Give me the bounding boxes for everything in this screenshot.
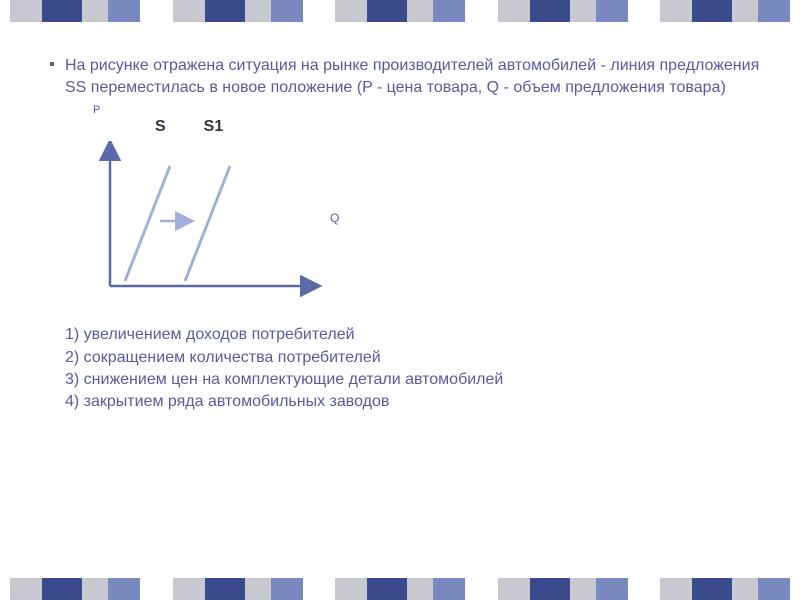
border-block	[498, 578, 628, 600]
border-block	[335, 0, 465, 22]
supply-line-s	[125, 166, 170, 281]
border-block	[173, 0, 303, 22]
top-border	[0, 0, 800, 22]
answer-option: 3) снижением цен на комплектующие детали…	[65, 369, 765, 391]
p-axis-label: P	[93, 104, 765, 116]
supply-chart: Q	[65, 141, 385, 306]
bullet-icon	[50, 62, 54, 66]
border-block	[498, 0, 628, 22]
border-block	[173, 578, 303, 600]
s-label: S	[155, 118, 166, 136]
chart-top-labels: S S1	[155, 118, 765, 136]
q-axis-label: Q	[330, 211, 339, 225]
answer-options: 1) увеличением доходов потребителей2) со…	[65, 324, 765, 414]
answer-option: 1) увеличением доходов потребителей	[65, 324, 765, 346]
border-block	[660, 0, 790, 22]
border-block	[10, 578, 140, 600]
supply-line-s1	[185, 166, 230, 281]
border-block	[10, 0, 140, 22]
main-paragraph: На рисунке отражена ситуация на рынке пр…	[65, 55, 765, 98]
answer-option: 2) сокращением количества потребителей	[65, 347, 765, 369]
main-text: На рисунке отражена ситуация на рынке пр…	[65, 57, 759, 96]
border-block	[660, 578, 790, 600]
s1-label: S1	[204, 118, 224, 136]
bottom-border	[0, 578, 800, 600]
border-block	[335, 578, 465, 600]
answer-option: 4) закрытием ряда автомобильных заводов	[65, 391, 765, 413]
slide-content: На рисунке отражена ситуация на рынке пр…	[65, 55, 765, 414]
